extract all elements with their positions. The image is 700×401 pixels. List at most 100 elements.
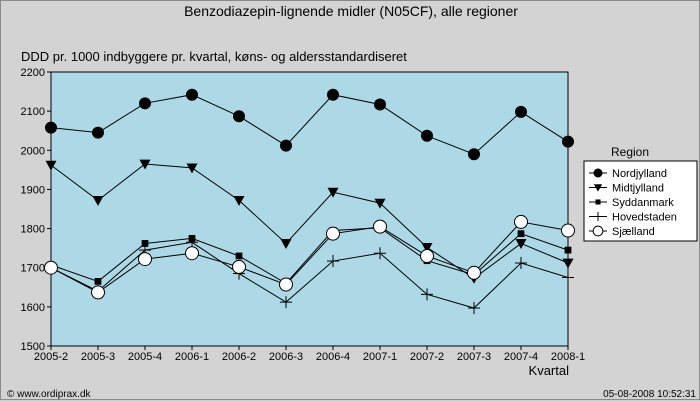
data-point — [421, 288, 433, 301]
y-tick-label: 1800 — [21, 224, 45, 236]
data-point — [280, 239, 292, 249]
data-point — [374, 98, 386, 111]
data-point — [374, 198, 386, 209]
data-point — [91, 285, 105, 300]
data-point — [562, 258, 574, 269]
data-point — [92, 195, 104, 206]
data-point — [467, 265, 481, 280]
series-sjælland — [44, 214, 575, 300]
legend-marker — [593, 212, 603, 221]
data-point — [374, 247, 386, 260]
series-line — [50, 221, 569, 293]
legend-item: Sjælland — [589, 225, 655, 238]
data-point — [186, 88, 198, 101]
data-point — [185, 246, 199, 261]
x-tick-label: 2006-4 — [316, 351, 350, 363]
data-point — [561, 223, 575, 238]
x-tick-label: 2007-4 — [504, 351, 538, 363]
data-point — [139, 97, 151, 110]
legend-title: Region — [611, 145, 649, 159]
series-layer — [44, 88, 575, 315]
data-point — [562, 271, 574, 284]
x-tick-label: 2006-3 — [269, 351, 303, 363]
data-point — [45, 160, 57, 171]
data-point — [421, 242, 433, 253]
data-point — [327, 255, 339, 268]
data-point — [326, 226, 340, 241]
data-point — [564, 246, 572, 254]
data-point — [94, 278, 102, 285]
legend-label: Nordjylland — [612, 168, 667, 180]
data-point — [515, 239, 527, 249]
copyright-text: © www.ordiprax.dk — [7, 389, 92, 400]
legend-label: Sjælland — [612, 226, 655, 238]
x-tick-label: 2008-1 — [551, 351, 585, 363]
series-line — [50, 227, 569, 285]
data-point — [517, 230, 525, 238]
data-point — [233, 195, 245, 206]
y-tick-label: 2100 — [21, 106, 45, 118]
data-point — [233, 110, 245, 123]
x-tick-label: 2005-4 — [128, 351, 162, 363]
data-point — [373, 219, 387, 234]
data-point — [92, 126, 104, 139]
legend: Region Nordjylland Midtjylland Syddanmark H… — [583, 145, 698, 242]
y-axis: 1500 1600 1700 1800 1900 2000 2100 2200 — [21, 67, 51, 353]
legend-label: Midtjylland — [612, 183, 664, 195]
x-tick-label: 2007-2 — [410, 351, 444, 363]
y-tick-label: 2000 — [21, 145, 45, 157]
y-tick-label: 1500 — [21, 341, 45, 353]
x-axis-label: Kvartal — [529, 363, 570, 378]
x-tick-label: 2006-1 — [175, 351, 209, 363]
legend-marker — [592, 225, 604, 237]
x-axis: 2005-2 2005-3 2005-4 2006-1 2006-2 2006-3 2006… — [34, 346, 585, 363]
data-point — [327, 88, 339, 101]
data-point — [421, 129, 433, 142]
data-point — [139, 159, 151, 170]
timestamp-text: 05-08-2008 10:52:31 — [603, 389, 696, 400]
data-point — [420, 248, 434, 263]
data-point — [515, 105, 527, 118]
y-tick-label: 1900 — [21, 184, 45, 196]
data-point — [515, 257, 527, 270]
series-midtjylland — [45, 159, 574, 284]
data-point — [468, 302, 480, 315]
chart-title: Benzodiazepin-lignende midler (N05CF), a… — [184, 3, 518, 19]
data-point — [280, 139, 292, 152]
data-point — [468, 148, 480, 161]
legend-label: Syddanmark — [612, 197, 674, 209]
legend-marker — [595, 199, 601, 205]
legend-marker — [593, 184, 603, 192]
data-point — [279, 277, 293, 292]
y-tick-label: 1700 — [21, 263, 45, 275]
data-point — [327, 187, 339, 198]
data-point — [232, 259, 246, 274]
legend-item: Hovedstaden — [589, 212, 677, 224]
data-point — [45, 121, 57, 134]
data-point — [514, 214, 528, 229]
series-nordjylland — [45, 88, 574, 161]
data-point — [138, 252, 152, 267]
legend-marker — [593, 168, 603, 178]
y-tick-label: 2200 — [21, 67, 45, 79]
series-line — [50, 241, 569, 309]
data-point — [141, 240, 149, 247]
chart-subtitle: DDD pr. 1000 indbyggere pr. kvartal, køn… — [21, 49, 407, 64]
data-point — [562, 135, 574, 148]
data-point — [280, 296, 292, 309]
x-tick-label: 2006-2 — [222, 351, 256, 363]
legend-label: Hovedstaden — [612, 212, 677, 224]
legend-box — [583, 160, 698, 242]
data-point — [186, 163, 198, 174]
x-tick-label: 2005-2 — [34, 351, 68, 363]
series-line — [50, 163, 569, 279]
x-tick-label: 2005-3 — [81, 351, 115, 363]
data-point — [44, 260, 58, 275]
x-tick-label: 2007-1 — [363, 351, 397, 363]
x-tick-label: 2007-3 — [457, 351, 491, 363]
series-line — [50, 94, 569, 155]
data-point — [235, 252, 243, 260]
legend-item: Nordjylland — [589, 168, 667, 180]
